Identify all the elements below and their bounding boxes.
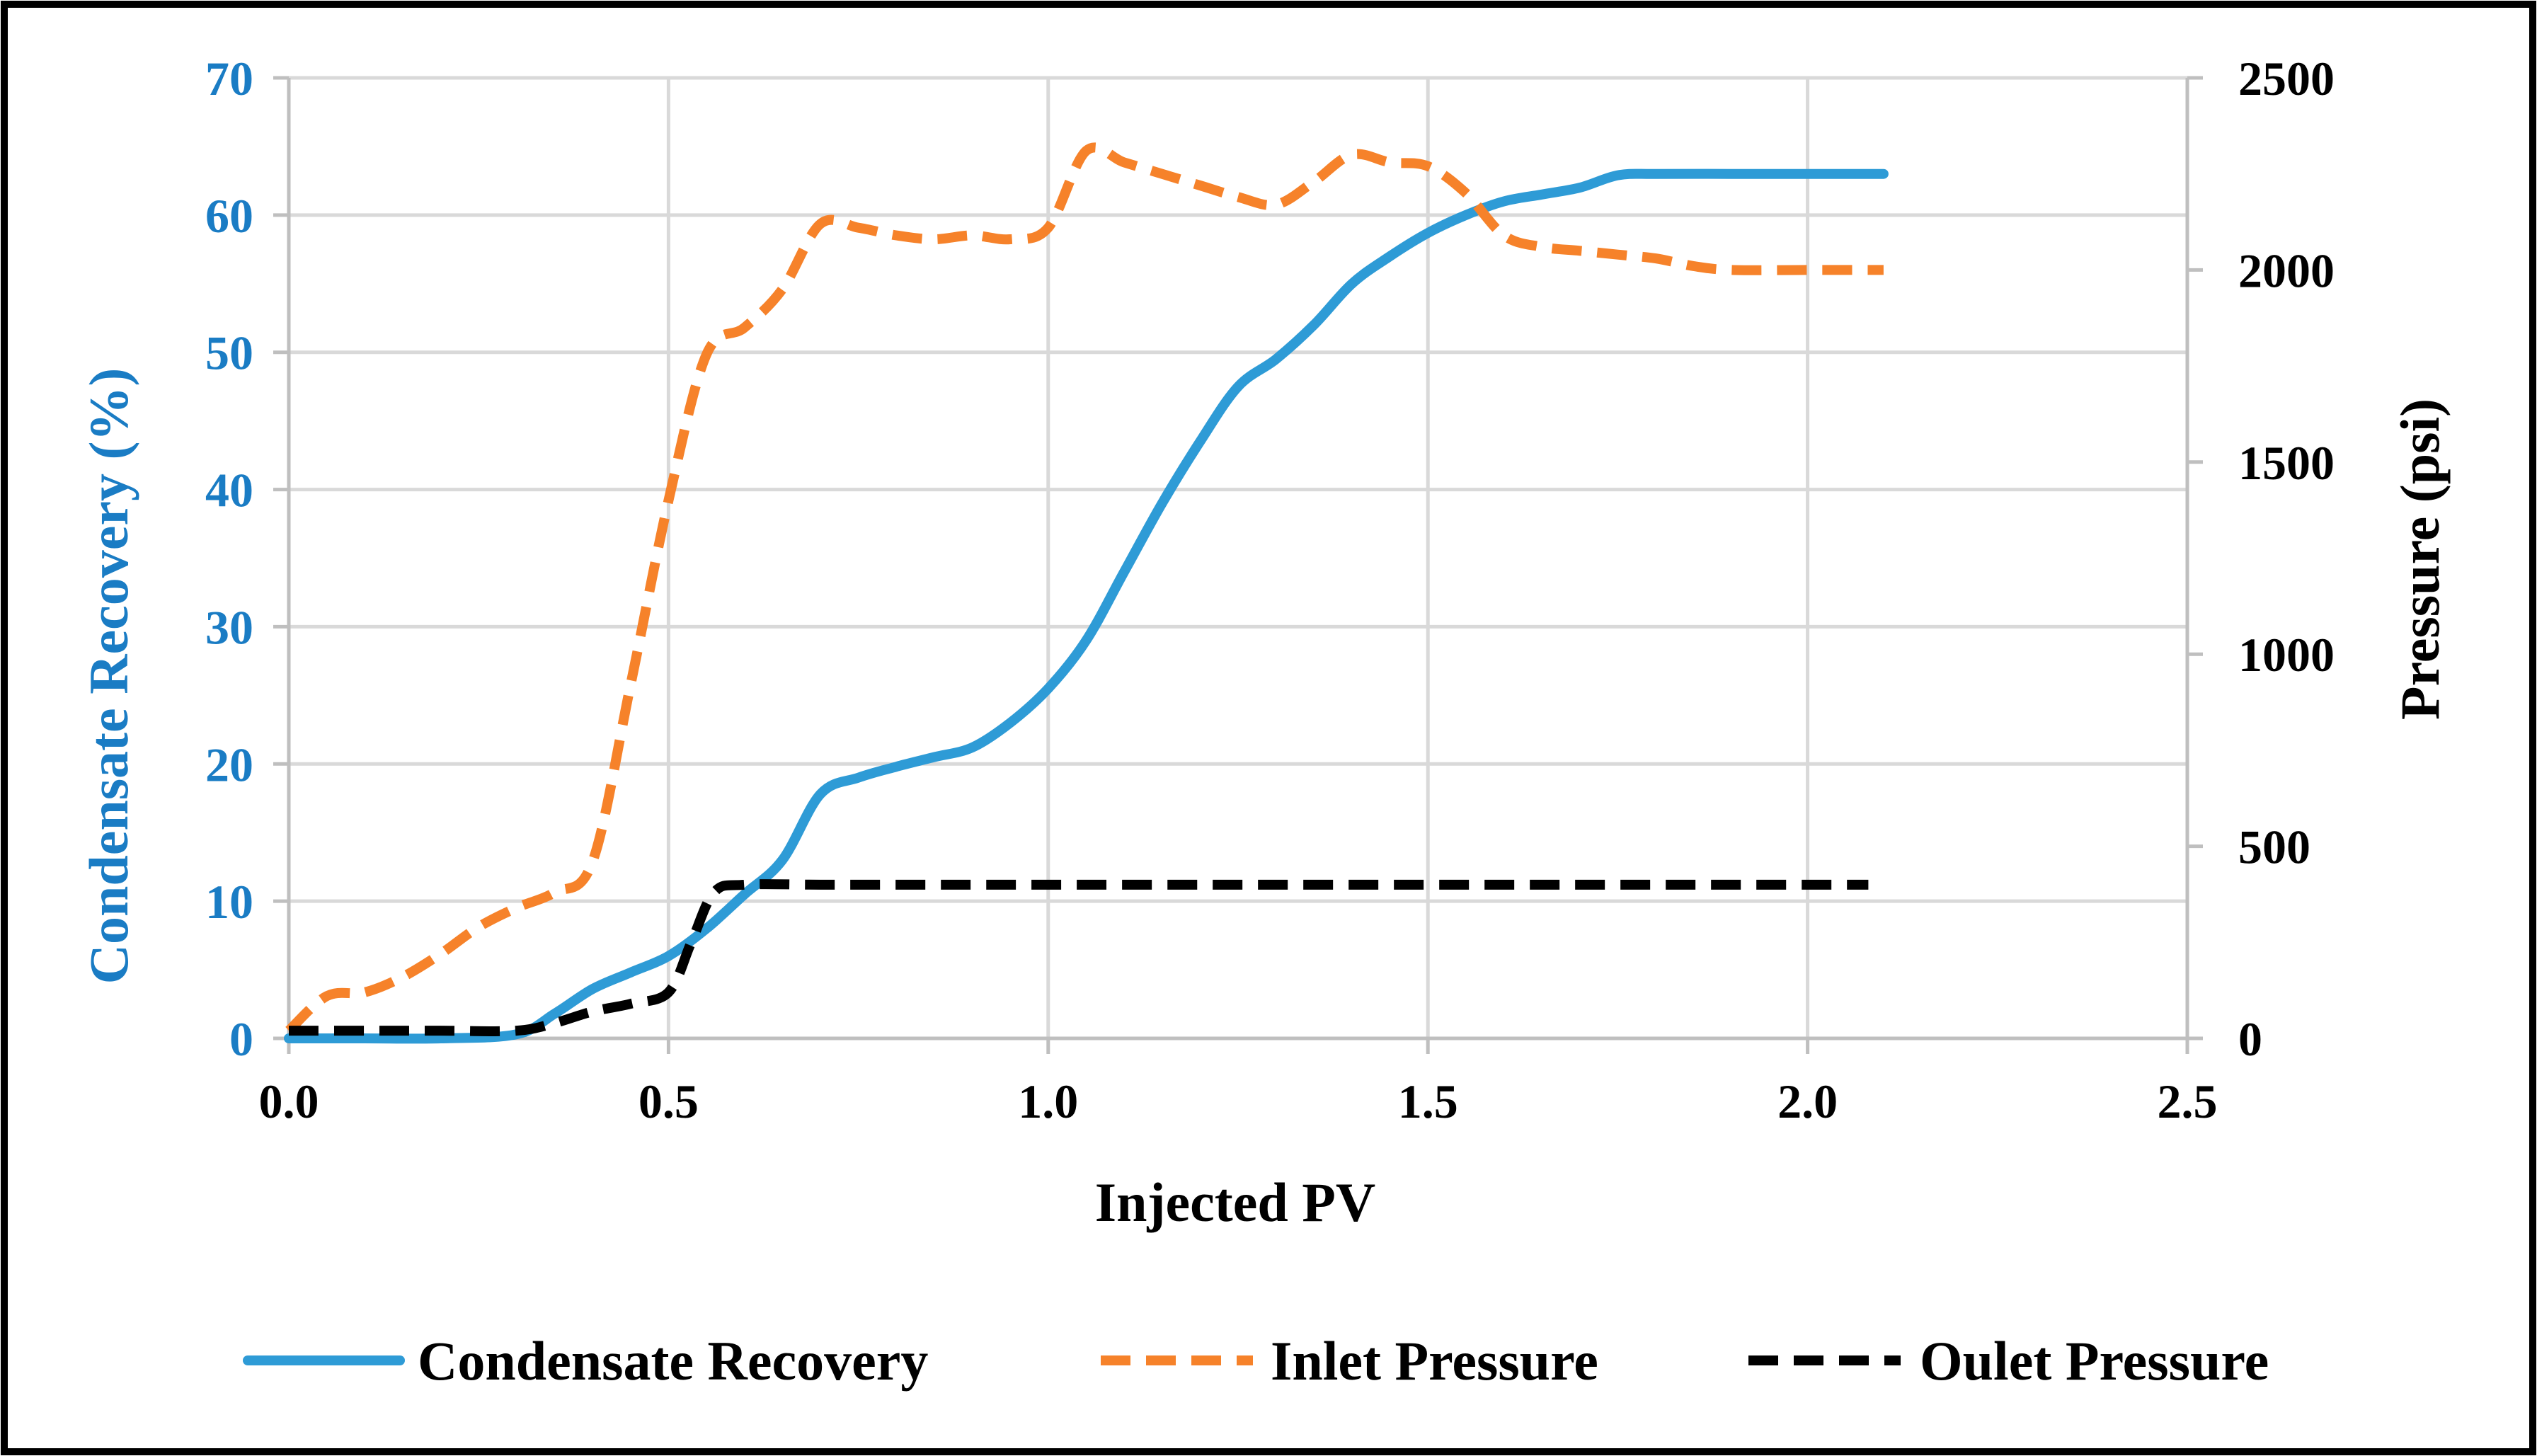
x-tick-label: 0.5 xyxy=(638,1074,699,1128)
y-left-tick-label: 20 xyxy=(205,738,253,791)
x-tick-label: 2.5 xyxy=(2158,1074,2218,1128)
y-left-tick-label: 10 xyxy=(205,875,253,929)
y-right-tick-label: 2500 xyxy=(2238,52,2335,105)
y-right-tick-label: 1000 xyxy=(2238,628,2335,682)
legend: Condensate Recovery Inlet Pressure Oulet P… xyxy=(243,1330,2269,1392)
legend-label-inlet-pressure: Inlet Pressure xyxy=(1271,1330,1598,1392)
axes: 0 10 20 30 40 50 60 70 0 500 1000 1500 2000 2500 0.0 0.… xyxy=(205,52,2335,1128)
y-right-tick-label: 2000 xyxy=(2238,243,2335,297)
y-left-tick-label: 60 xyxy=(205,189,253,243)
y-right-axis-title: Pressure (psi) xyxy=(2389,399,2451,720)
y-left-tick-label: 0 xyxy=(229,1012,253,1066)
legend-label-outlet-pressure: Oulet Pressure xyxy=(1920,1330,2269,1392)
series-line-inlet-pressure xyxy=(285,142,1884,1035)
x-tick-label: 1.5 xyxy=(1398,1074,1458,1128)
y-left-axis-title: Condensate Recovery (%) xyxy=(78,368,139,985)
x-tick-label: 1.0 xyxy=(1018,1074,1078,1128)
y-right-tick-label: 1500 xyxy=(2238,436,2335,490)
y-right-tick-label: 500 xyxy=(2238,820,2310,874)
y-left-tick-label: 70 xyxy=(205,52,253,105)
legend-label-condensate-recovery: Condensate Recovery xyxy=(418,1330,928,1392)
series xyxy=(284,142,1889,1044)
y-right-tick-label: 0 xyxy=(2238,1012,2262,1066)
y-left-tick-label: 40 xyxy=(205,464,253,517)
x-tick-label: 2.0 xyxy=(1777,1074,1838,1128)
grid xyxy=(289,76,2187,1038)
x-axis-title: Injected PV xyxy=(1095,1171,1375,1233)
x-tick-label: 0.0 xyxy=(259,1074,319,1128)
y-left-tick-label: 50 xyxy=(205,326,253,380)
y-left-tick-label: 30 xyxy=(205,600,253,654)
series-line-outlet-pressure xyxy=(289,879,1869,1036)
series-line-condensate-recovery xyxy=(284,168,1889,1044)
